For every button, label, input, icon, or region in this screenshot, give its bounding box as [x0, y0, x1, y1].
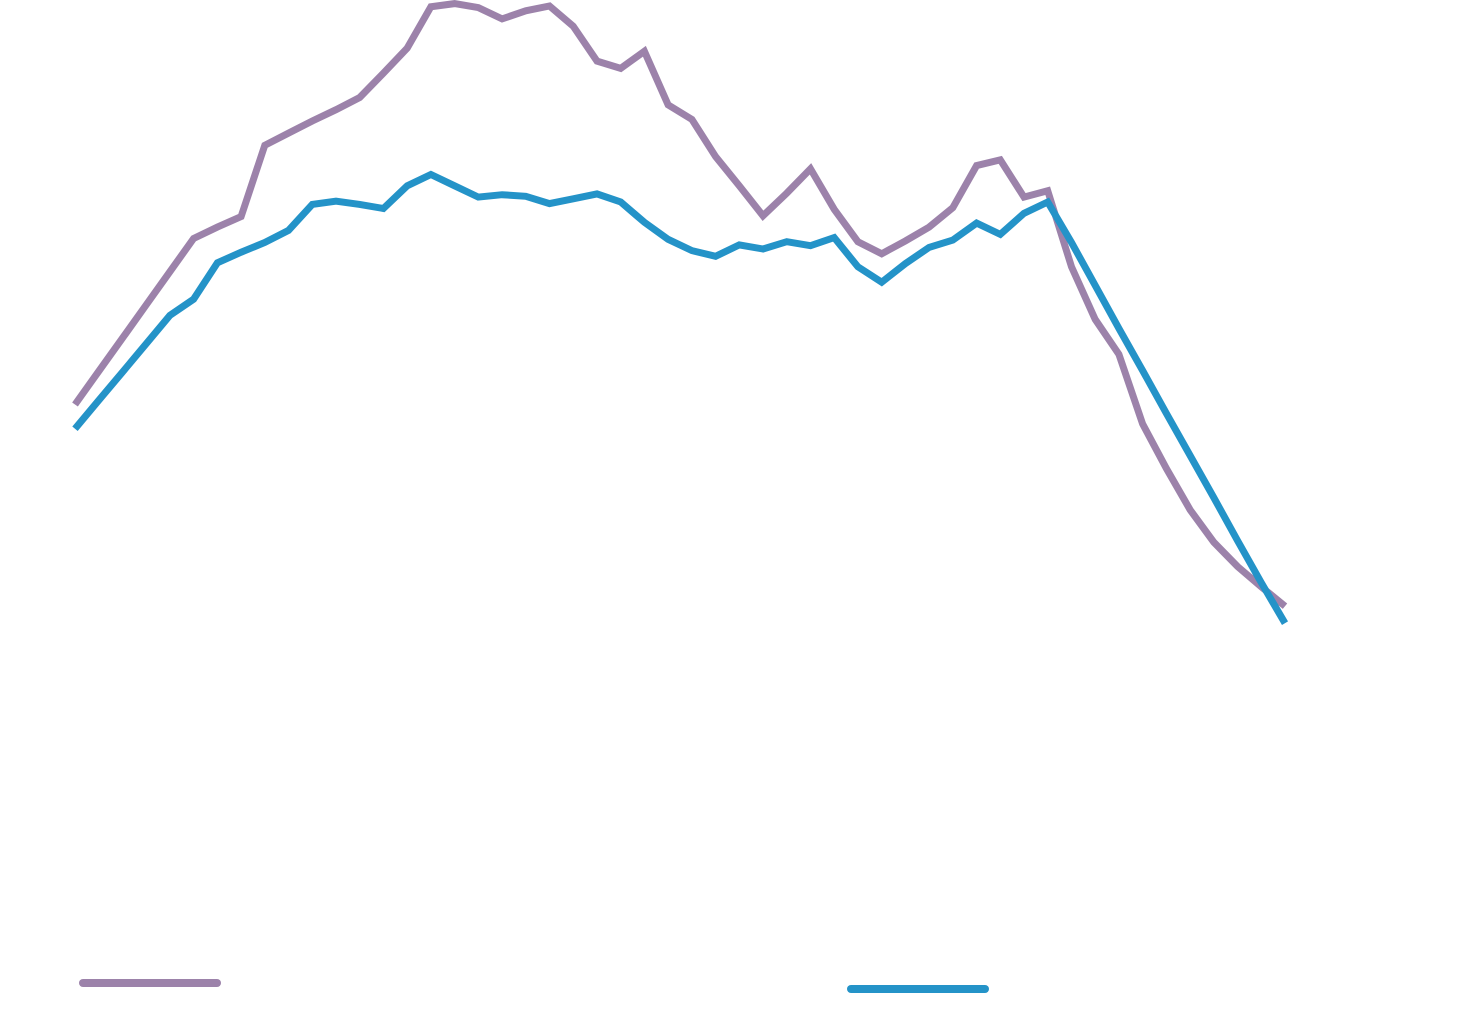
- series-line-1: [72, 0, 1288, 609]
- series-layer: [72, 0, 1289, 625]
- series-line-2: [72, 170, 1289, 625]
- legend: [79, 979, 989, 993]
